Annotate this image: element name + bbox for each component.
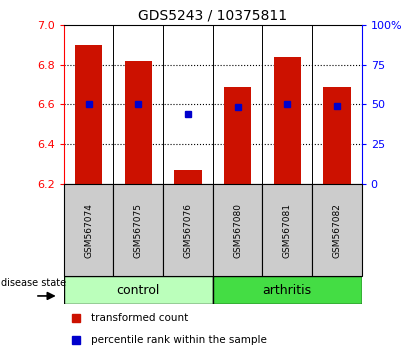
Bar — [113, 184, 163, 276]
Bar — [125, 61, 152, 184]
Bar — [323, 86, 351, 184]
Text: GSM567076: GSM567076 — [183, 202, 192, 258]
Bar — [64, 184, 113, 276]
Text: GSM567080: GSM567080 — [233, 202, 242, 258]
Text: disease state: disease state — [1, 278, 67, 288]
Bar — [262, 184, 312, 276]
Bar — [274, 57, 301, 184]
Text: transformed count: transformed count — [90, 313, 188, 323]
Bar — [213, 184, 262, 276]
Text: GSM567074: GSM567074 — [84, 202, 93, 258]
Text: percentile rank within the sample: percentile rank within the sample — [90, 335, 266, 345]
Bar — [213, 276, 362, 304]
Bar — [174, 170, 201, 184]
Bar — [163, 184, 213, 276]
Bar — [75, 45, 102, 184]
Title: GDS5243 / 10375811: GDS5243 / 10375811 — [138, 8, 287, 22]
Text: GSM567075: GSM567075 — [134, 202, 143, 258]
Bar — [312, 184, 362, 276]
Text: arthritis: arthritis — [263, 284, 312, 297]
Bar — [224, 86, 251, 184]
Bar — [64, 276, 213, 304]
Text: GSM567082: GSM567082 — [332, 202, 342, 258]
Text: control: control — [116, 284, 160, 297]
Text: GSM567081: GSM567081 — [283, 202, 292, 258]
